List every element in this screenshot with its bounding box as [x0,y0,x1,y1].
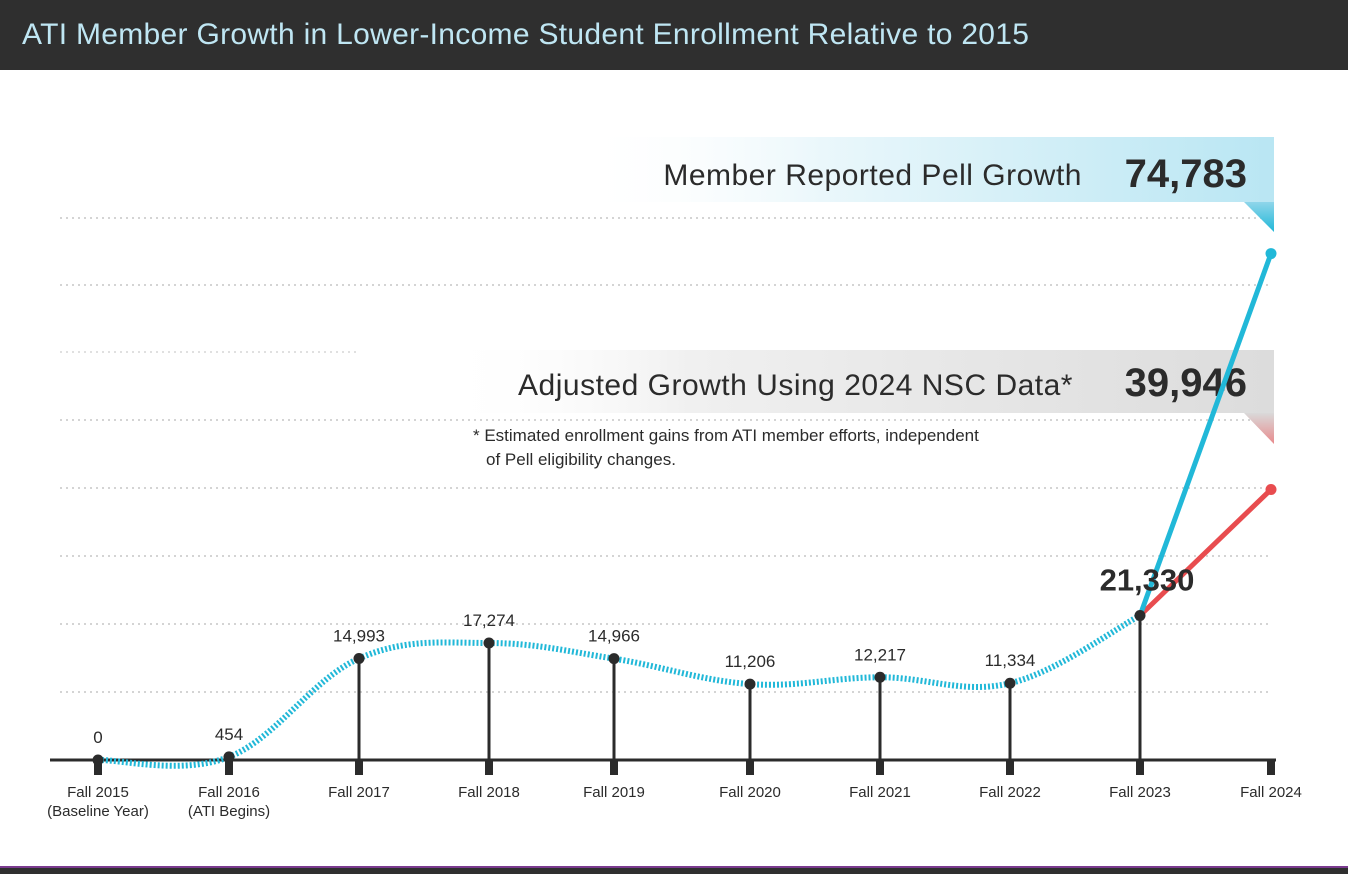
x-tick [94,761,102,775]
gridlines [60,217,1270,693]
x-tick-label: Fall 2020 [719,784,781,801]
member-banner-value: 74,783 [1125,152,1247,196]
x-tick [1267,761,1275,775]
x-tick [1006,761,1014,775]
data-label: 14,966 [588,627,640,646]
data-label: 17,274 [463,611,515,630]
data-point [608,653,620,665]
adjusted-projection-point [1265,483,1277,495]
member-banner: Member Reported Pell Growth 74,783 [580,137,1274,232]
member-banner-tab [1244,202,1274,232]
x-tick-label: Fall 2024 [1240,784,1302,801]
x-tick [355,761,363,775]
chart-marks: 0 454 14,993 17,274 14,966 11,206 12,217 11,334… [47,248,1302,820]
x-tick [610,761,618,775]
member-banner-label: Member Reported Pell Growth [663,159,1082,192]
x-tick-label: Fall 2019 [583,784,645,801]
data-point [744,678,756,690]
x-tick-label: Fall 2022 [979,784,1041,801]
member-projection-line [1137,252,1274,617]
x-tick [876,761,884,775]
chart-title: ATI Member Growth in Lower-Income Studen… [0,0,1348,70]
data-point [874,671,886,683]
x-tick [1136,761,1144,775]
x-tick-label: Fall 2023 [1109,784,1171,801]
data-label: 0 [93,728,102,747]
data-point [1004,677,1016,689]
x-tick-sublabel: (Baseline Year) [47,803,149,820]
data-label: 14,993 [333,626,385,645]
x-tick-label: Fall 2018 [458,784,520,801]
adjusted-banner-tab [1244,413,1274,444]
data-label: 12,217 [854,645,906,664]
chart-area: Member Reported Pell Growth 74,783 Adjus… [47,137,1302,820]
data-label: 11,334 [985,651,1036,670]
data-label: 21,330 [1100,563,1195,598]
x-tick [746,761,754,775]
x-tick-label: Fall 2021 [849,784,911,801]
data-point [353,652,365,664]
x-tick-label: Fall 2016 [198,784,260,801]
footnote-line-2: of Pell eligibility changes. [486,450,676,469]
adjusted-banner: Adjusted Growth Using 2024 NSC Data* 39,… [440,350,1274,469]
adjusted-projection-line [1138,487,1273,618]
x-tick-label: Fall 2015 [67,784,129,801]
x-tick [225,761,233,775]
bottom-bar [0,866,1348,874]
data-point [483,637,495,649]
adjusted-banner-label: Adjusted Growth Using 2024 NSC Data* [518,369,1073,402]
x-tick-label: Fall 2017 [328,784,390,801]
member-projection-point [1265,248,1277,260]
data-label: 454 [215,725,243,744]
x-tick-sublabel: (ATI Begins) [188,803,270,820]
footnote-line-1: * Estimated enrollment gains from ATI me… [473,426,979,445]
data-point [1134,610,1146,622]
data-point [223,751,235,763]
data-point [92,754,104,766]
x-tick [485,761,493,775]
adjusted-banner-bg [440,350,1274,413]
member-banner-bg [580,137,1274,202]
data-label: 11,206 [725,652,776,671]
